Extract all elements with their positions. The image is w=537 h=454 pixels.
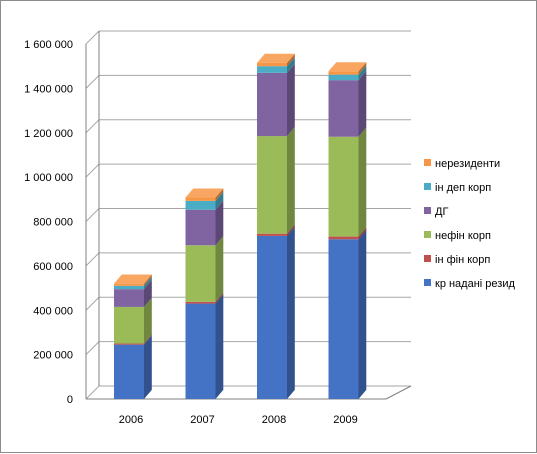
bar-segment-side xyxy=(287,126,295,234)
bar-segment-front xyxy=(328,71,359,75)
bar-segment-front xyxy=(114,344,144,399)
bar-segment-side xyxy=(358,71,367,137)
legend-swatch xyxy=(424,231,431,238)
bar-segment-side xyxy=(287,226,295,399)
bar-segment-side xyxy=(144,276,152,290)
bar-segment-side xyxy=(287,57,295,73)
legend-label: кр надані резид xyxy=(435,278,515,290)
bar-segment-front xyxy=(328,136,359,237)
bar-segment-front xyxy=(185,197,216,201)
bar-segment-front xyxy=(328,236,359,240)
bar-segment-side xyxy=(215,200,224,246)
bar-top xyxy=(257,53,295,63)
bar-segment-side xyxy=(215,188,224,201)
bar-segment-side xyxy=(358,230,367,399)
bar-segment-side xyxy=(358,227,367,240)
bar-segment-front xyxy=(328,80,359,137)
bar-segment-side xyxy=(144,335,152,399)
bar-segment-front xyxy=(185,209,216,246)
gridline-depth xyxy=(85,252,100,267)
bar-segment-side xyxy=(287,224,295,236)
gridline-depth xyxy=(85,385,100,400)
bar-segment-side xyxy=(358,65,367,81)
y-tick-label: 1 000 000 xyxy=(24,172,73,184)
bar-segment-front xyxy=(114,343,144,345)
bar-segment-side xyxy=(215,236,224,302)
bar-segment-front xyxy=(257,136,287,234)
legend-swatch xyxy=(424,183,431,190)
y-tick-label: 1 600 000 xyxy=(24,39,73,51)
bar-segment-front xyxy=(257,233,287,236)
gridline-depth xyxy=(85,341,100,355)
x-tick-label: 2006 xyxy=(119,414,143,426)
gridline-depth xyxy=(85,208,100,222)
bar-segment-front xyxy=(114,285,144,290)
legend-label: ін деп корп xyxy=(435,182,491,194)
bar-top xyxy=(185,188,224,198)
bar-top xyxy=(114,274,152,284)
legend-swatch xyxy=(424,159,431,166)
y-tick-label: 600 000 xyxy=(33,261,73,273)
y-tick-label: 800 000 xyxy=(33,217,73,229)
legend-label: нефін корп xyxy=(435,230,491,242)
bar-segment-front xyxy=(185,245,216,302)
bar-segment-front xyxy=(257,66,287,73)
gridline-depth xyxy=(85,30,100,45)
legend-swatch xyxy=(424,207,431,214)
bar-segment-front xyxy=(257,235,287,399)
bar-segment-side xyxy=(144,297,152,344)
bar-segment-side xyxy=(215,191,224,210)
legend-label: ДГ xyxy=(435,206,448,218)
bar-segment-front xyxy=(185,301,216,304)
x-tick-label: 2009 xyxy=(333,414,357,426)
bar-segment-side xyxy=(287,63,295,137)
floor-edge xyxy=(385,385,412,400)
bar-segment-side xyxy=(358,62,367,75)
bar-segment-side xyxy=(144,274,152,286)
bar-segment-front xyxy=(114,289,144,307)
legend-swatch xyxy=(424,279,431,286)
bar-segment-side xyxy=(144,334,152,345)
bar-segment-front xyxy=(328,239,359,399)
y-tick-label: 0 xyxy=(67,394,73,406)
bar-segment-side xyxy=(215,292,224,304)
bar-top xyxy=(328,62,367,72)
bar-segment-side xyxy=(215,294,224,399)
x-tick-label: 2007 xyxy=(190,414,214,426)
y-tick-label: 200 000 xyxy=(33,350,73,362)
gridline-depth xyxy=(85,75,100,89)
bar-segment-front xyxy=(185,200,216,210)
bar-segment-front xyxy=(257,72,287,137)
bar-segment-front xyxy=(328,74,359,81)
bar-segment-front xyxy=(257,62,287,67)
bar-segment-side xyxy=(144,280,152,307)
gridline-depth xyxy=(85,163,100,178)
y-tick-label: 1 400 000 xyxy=(24,83,73,95)
x-tick-label: 2008 xyxy=(262,414,286,426)
bar-segment-side xyxy=(358,127,367,237)
legend-label: нерезиденти xyxy=(435,158,500,170)
legend-swatch xyxy=(424,255,431,262)
bar-segment-front xyxy=(114,283,144,286)
bar-segment-front xyxy=(114,306,144,344)
gridline-depth xyxy=(85,296,100,311)
legend-label: ін фін корп xyxy=(435,254,490,266)
y-tick-label: 400 000 xyxy=(33,305,73,317)
gridline-depth xyxy=(85,119,100,134)
bar-segment-side xyxy=(287,53,295,67)
bar-segment-front xyxy=(185,303,216,399)
y-tick-label: 1 200 000 xyxy=(24,128,73,140)
